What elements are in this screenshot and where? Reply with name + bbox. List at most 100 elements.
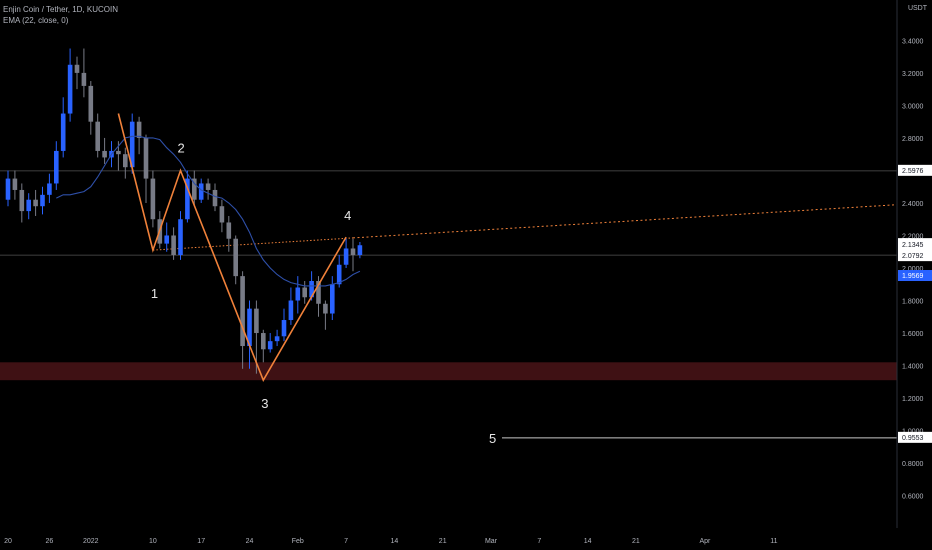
time-axis-tick: 2022	[83, 538, 99, 545]
candle-body	[116, 150, 121, 155]
time-axis-tick: 26	[46, 538, 54, 545]
candle-body	[26, 199, 31, 212]
pattern-point-label: 3	[261, 396, 268, 411]
candle-body	[212, 189, 218, 207]
ema-price-value: 1.9569	[902, 273, 924, 280]
candle-body	[205, 183, 211, 190]
candle-body	[88, 85, 94, 122]
price-axis-tick: 2.8000	[902, 136, 924, 143]
symbol-title: Enjin Coin / Tether, 1D, KUCOIN	[3, 5, 119, 14]
candle-body	[123, 154, 128, 168]
chart-legend: Enjin Coin / Tether, 1D, KUCOIN EMA (22,…	[3, 4, 118, 26]
candle-body	[267, 341, 273, 350]
level-price-value: 2.0792	[902, 253, 924, 260]
price-axis-tick: 2.0000	[902, 266, 924, 273]
candle-body	[12, 178, 18, 190]
price-axis-tick: 1.2000	[902, 396, 924, 403]
candle-body	[295, 287, 301, 301]
candle-body	[136, 121, 142, 138]
price-axis-tick: 3.4000	[902, 38, 924, 45]
pattern-point-label: 4	[344, 208, 351, 223]
time-axis-tick: 14	[584, 538, 592, 545]
last-price-value: 2.1345	[902, 242, 924, 249]
support-zone	[0, 362, 897, 381]
candle-body	[219, 206, 225, 223]
candle-body	[81, 72, 87, 86]
candle-body	[330, 284, 335, 314]
price-axis-tick: 2.2000	[902, 233, 924, 240]
time-axis-tick: 11	[770, 538, 777, 545]
candle-body	[274, 336, 280, 342]
candle-body	[5, 178, 11, 200]
pattern-zigzag	[117, 113, 347, 383]
candle-body	[150, 178, 156, 220]
price-axis-tick: 3.0000	[902, 103, 924, 110]
candle-body	[102, 150, 107, 158]
candle-body	[254, 308, 259, 334]
level-price-box	[898, 250, 932, 262]
candle-body	[288, 300, 294, 321]
price-axis-tick: 3.2000	[902, 71, 924, 78]
ema-price-box	[898, 270, 932, 282]
time-axis-tick: Apr	[699, 538, 711, 545]
time-axis-tick: Feb	[292, 538, 304, 545]
candle-body	[95, 121, 100, 151]
candle-body	[185, 178, 190, 220]
time-axis-tick: 7	[537, 538, 541, 545]
candle-body	[226, 222, 232, 239]
pattern-point-label: 2	[178, 140, 185, 155]
level-price-value: 0.9553	[902, 435, 924, 442]
candle-body	[171, 235, 176, 255]
candle-body	[281, 320, 287, 337]
candle-body	[302, 287, 307, 298]
candle-body	[67, 64, 73, 114]
candle-body	[40, 194, 45, 207]
pattern-point-label: 1	[151, 286, 158, 301]
candle-body	[192, 178, 197, 200]
time-axis-tick: 7	[344, 538, 348, 545]
level-price-box	[898, 164, 932, 176]
candle-body	[309, 281, 314, 298]
time-axis-tick: 24	[246, 538, 254, 545]
candle-body	[323, 303, 328, 314]
price-axis-tick: 0.8000	[902, 461, 924, 468]
candle-body	[350, 248, 356, 255]
candle-body	[261, 333, 266, 350]
ema-indicator-label: EMA (22, close, 0)	[3, 16, 69, 25]
candle-body	[74, 64, 80, 73]
candle-body	[178, 219, 183, 255]
candle-body	[54, 150, 59, 184]
pattern-point-label: 5	[489, 431, 496, 446]
candle-body	[336, 264, 342, 285]
time-axis-tick: 10	[149, 538, 157, 545]
time-axis-tick: 20	[4, 538, 12, 545]
candle-body	[129, 121, 135, 168]
trendline-projection	[352, 204, 898, 239]
candle-body	[343, 248, 349, 265]
candle-body	[233, 238, 238, 277]
candle-body	[316, 281, 321, 304]
candle-body	[164, 235, 169, 244]
time-axis-tick: 21	[439, 538, 447, 545]
candle-body	[60, 113, 66, 151]
currency-label: USDT	[907, 5, 927, 12]
candle-body	[247, 308, 252, 347]
candle-body	[47, 183, 52, 195]
time-axis-tick: 17	[197, 538, 205, 545]
price-axis-tick: 0.6000	[902, 494, 924, 501]
candle-body	[33, 199, 38, 207]
price-axis-tick: 2.4000	[902, 201, 924, 208]
candle-body	[240, 276, 245, 347]
candle-body	[143, 137, 149, 179]
level-price-box	[898, 431, 932, 443]
time-axis-tick: Mar	[485, 538, 498, 545]
ema-line	[56, 135, 361, 287]
time-axis-tick: 21	[632, 538, 640, 545]
price-axis-tick: 1.8000	[902, 299, 924, 306]
candle-body	[357, 245, 363, 255]
time-axis-tick: 14	[391, 538, 399, 545]
candle-body	[198, 183, 204, 200]
level-price-value: 2.5976	[902, 168, 924, 175]
candle-body	[19, 189, 25, 212]
